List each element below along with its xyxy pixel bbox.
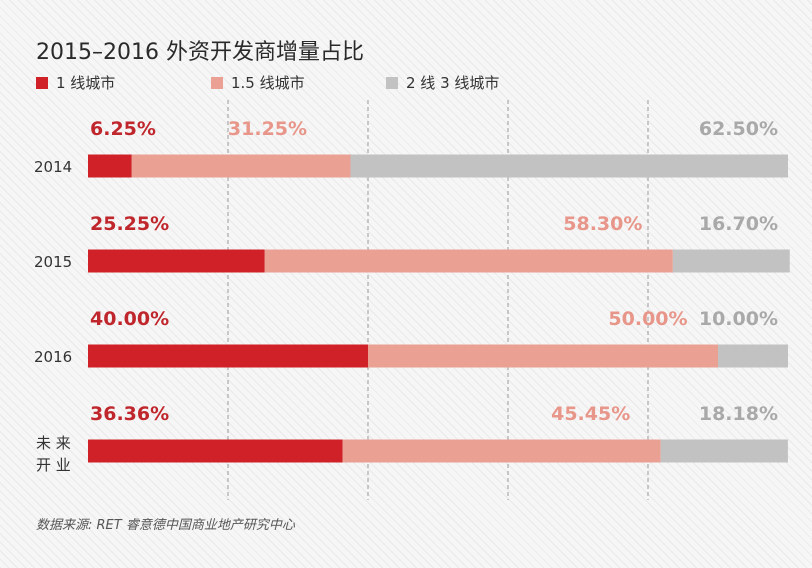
legend-item-tier23: 2 线 3 线城市 (386, 72, 499, 93)
legend-item-tier1: 1 线城市 (36, 72, 115, 93)
bar-segment-1-0 (131, 154, 351, 178)
category-label-3-line-0: 未 来 (36, 434, 71, 452)
data-label-1-0: 31.25% (228, 118, 307, 140)
data-label-1-3: 45.45% (551, 403, 630, 425)
bar-segment-1-1 (264, 249, 673, 273)
bar-segment-0-2 (88, 344, 368, 368)
category-label-2: 2016 (34, 348, 72, 366)
bar-segment-0-0 (88, 154, 132, 178)
data-label-0-1: 25.25% (90, 213, 169, 235)
data-label-2-2: 10.00% (699, 308, 778, 330)
legend-swatch-tier23 (386, 77, 398, 89)
category-label-0: 2014 (34, 158, 72, 176)
bar-segment-2-3 (660, 439, 788, 463)
category-label-1: 2015 (34, 253, 72, 271)
legend-label-tier23: 2 线 3 线城市 (406, 74, 500, 92)
bar-segment-0-3 (88, 439, 343, 463)
bar-segment-1-3 (342, 439, 661, 463)
bar-segment-2-2 (718, 344, 788, 368)
category-label-3-line-1: 开 业 (36, 456, 71, 474)
legend-swatch-tier1 (36, 77, 48, 89)
legend-swatch-tier15 (211, 77, 223, 89)
legend-label-tier1: 1 线城市 (56, 74, 116, 92)
bar-segment-2-1 (672, 249, 790, 273)
data-label-1-1: 58.30% (563, 213, 642, 235)
data-label-2-3: 18.18% (699, 403, 778, 425)
legend-item-tier15: 1.5 线城市 (211, 72, 305, 93)
data-label-0-3: 36.36% (90, 403, 169, 425)
legend-label-tier15: 1.5 线城市 (231, 74, 305, 92)
data-label-2-1: 16.70% (699, 213, 778, 235)
data-label-1-2: 50.00% (608, 308, 687, 330)
bar-segment-1-2 (368, 344, 718, 368)
bar-segment-0-1 (88, 249, 265, 273)
data-source: 数据来源: RET 睿意德中国商业地产研究中心 (36, 518, 295, 533)
bar-segment-2-0 (350, 154, 788, 178)
data-label-0-2: 40.00% (90, 308, 169, 330)
chart-title: 2015–2016 外资开发商增量占比 (36, 40, 364, 65)
data-label-2-0: 62.50% (699, 118, 778, 140)
data-label-0-0: 6.25% (90, 118, 156, 140)
